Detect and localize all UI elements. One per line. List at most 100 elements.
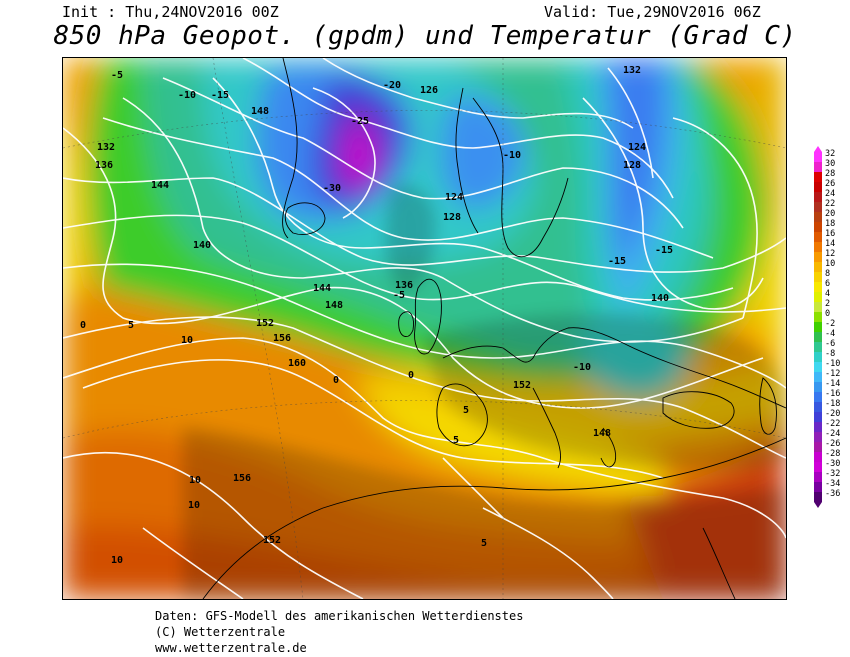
legend-tick-label: -32 [825, 469, 840, 479]
legend-tick-label: -22 [825, 419, 840, 429]
label-140: 140 [193, 240, 211, 251]
legend-swatch [814, 282, 822, 292]
legend-swatch [814, 382, 822, 392]
legend-tick-label: 18 [825, 219, 835, 229]
isotherm-10 [63, 451, 364, 599]
label-5: 5 [463, 405, 469, 416]
label-136: 136 [95, 160, 113, 171]
geopotential-labels: 144 148 132 126 136 140 128 124 152 156 … [95, 65, 669, 546]
legend-tick-label: 8 [825, 269, 830, 279]
legend-swatch [814, 212, 822, 222]
label-m25: -25 [351, 116, 369, 127]
legend-tick-label: 12 [825, 249, 835, 259]
graticule [63, 58, 786, 599]
label-m15: -15 [211, 90, 229, 101]
legend-swatch [814, 352, 822, 362]
label-126: 126 [420, 85, 438, 96]
footer-website-link[interactable]: www.wetterzentrale.de [155, 641, 307, 655]
isotherm-m20 [312, 87, 376, 219]
isotherm-m10 [212, 77, 734, 301]
label-152b: 152 [513, 380, 531, 391]
coast-norway [455, 87, 479, 234]
legend-swatch [814, 262, 822, 272]
legend-swatch [814, 372, 822, 382]
coast-scandinavia [472, 97, 569, 258]
label-m10b: -10 [503, 150, 521, 161]
isotherm-m20b [607, 67, 654, 179]
legend-tick-label: 30 [825, 159, 835, 169]
label-152c: 152 [263, 535, 281, 546]
coast-greenland [282, 58, 298, 239]
legend-tick-label: -34 [825, 479, 840, 489]
label-132b: 132 [623, 65, 641, 76]
coast-ireland [398, 311, 414, 337]
legend-swatch [814, 472, 822, 482]
legend-swatch [814, 232, 822, 242]
label-10c: 10 [188, 500, 200, 511]
footer-data-source: Daten: GFS-Modell des amerikanischen Wet… [155, 609, 524, 623]
legend-tick-label: -24 [825, 429, 840, 439]
legend-swatch [814, 362, 822, 372]
label-m5b: -5 [393, 290, 405, 301]
label-140b: 140 [651, 293, 669, 304]
isotherm-m5 [122, 97, 744, 343]
legend-tick-label: 2 [825, 299, 830, 309]
isohypse-156 [82, 359, 664, 479]
legend-swatch [814, 322, 822, 332]
legend-swatch [814, 492, 822, 502]
legend-swatch [814, 182, 822, 192]
isohypse-140 [63, 177, 786, 273]
legend-swatch [814, 302, 822, 312]
label-10: 10 [189, 475, 201, 486]
legend-swatch [814, 252, 822, 262]
label-148b: 148 [325, 300, 343, 311]
label-m5: -5 [111, 70, 123, 81]
legend-tick-label: -10 [825, 359, 840, 369]
legend-tick-label: -8 [825, 349, 835, 359]
label-152: 152 [256, 318, 274, 329]
legend-swatch [814, 162, 822, 172]
label-156: 156 [273, 333, 291, 344]
isohypse-128 [242, 58, 674, 199]
legend-tick-label: -6 [825, 339, 835, 349]
legend-swatch [814, 292, 822, 302]
label-144: 144 [151, 180, 169, 191]
legend-tick-label: 0 [825, 309, 830, 319]
legend-arrow-up [814, 146, 822, 152]
valid-time-label: Valid: Tue,29NOV2016 06Z [544, 3, 761, 21]
label-136b: 136 [395, 280, 413, 291]
label-0b: 0 [80, 320, 86, 331]
legend-tick-label: -26 [825, 439, 840, 449]
legend-tick-label: 24 [825, 189, 835, 199]
legend-tick-label: -36 [825, 489, 840, 499]
label-m15b: -15 [608, 256, 626, 267]
legend-tick-label: -12 [825, 369, 840, 379]
legend-swatch [814, 222, 822, 232]
coast-iberia [436, 383, 488, 447]
legend-swatch [814, 152, 822, 162]
label-m20: -20 [383, 80, 401, 91]
legend-tick-label: 16 [825, 229, 835, 239]
label-m10c: -10 [573, 362, 591, 373]
isohypse-148 [63, 263, 786, 389]
legend-swatch [814, 442, 822, 452]
isotherm-m15 [582, 97, 764, 310]
legend-colorbar: 32302826242220181614121086420-2-4-6-8-10… [814, 146, 840, 508]
legend-swatch [814, 452, 822, 462]
label-5d: 5 [481, 538, 487, 549]
legend-swatch [814, 462, 822, 472]
legend-swatch [814, 332, 822, 342]
label-m15c: -15 [655, 245, 673, 256]
isotherm-5 [63, 337, 786, 539]
coast-greece [600, 427, 617, 468]
weather-map[interactable]: 144 148 132 126 136 140 128 124 152 156 … [62, 57, 787, 600]
label-10d: 10 [111, 555, 123, 566]
legend-tick-label: 32 [825, 149, 835, 159]
label-5c: 5 [453, 435, 459, 446]
legend-tick-label: -30 [825, 459, 840, 469]
label-124: 124 [445, 192, 463, 203]
temperature-labels: -5 -10 -15 -20 -25 -30 0 5 10 -10 -15 -5… [80, 70, 673, 566]
label-128: 128 [443, 212, 461, 223]
label-148: 148 [251, 106, 269, 117]
legend-swatch [814, 412, 822, 422]
